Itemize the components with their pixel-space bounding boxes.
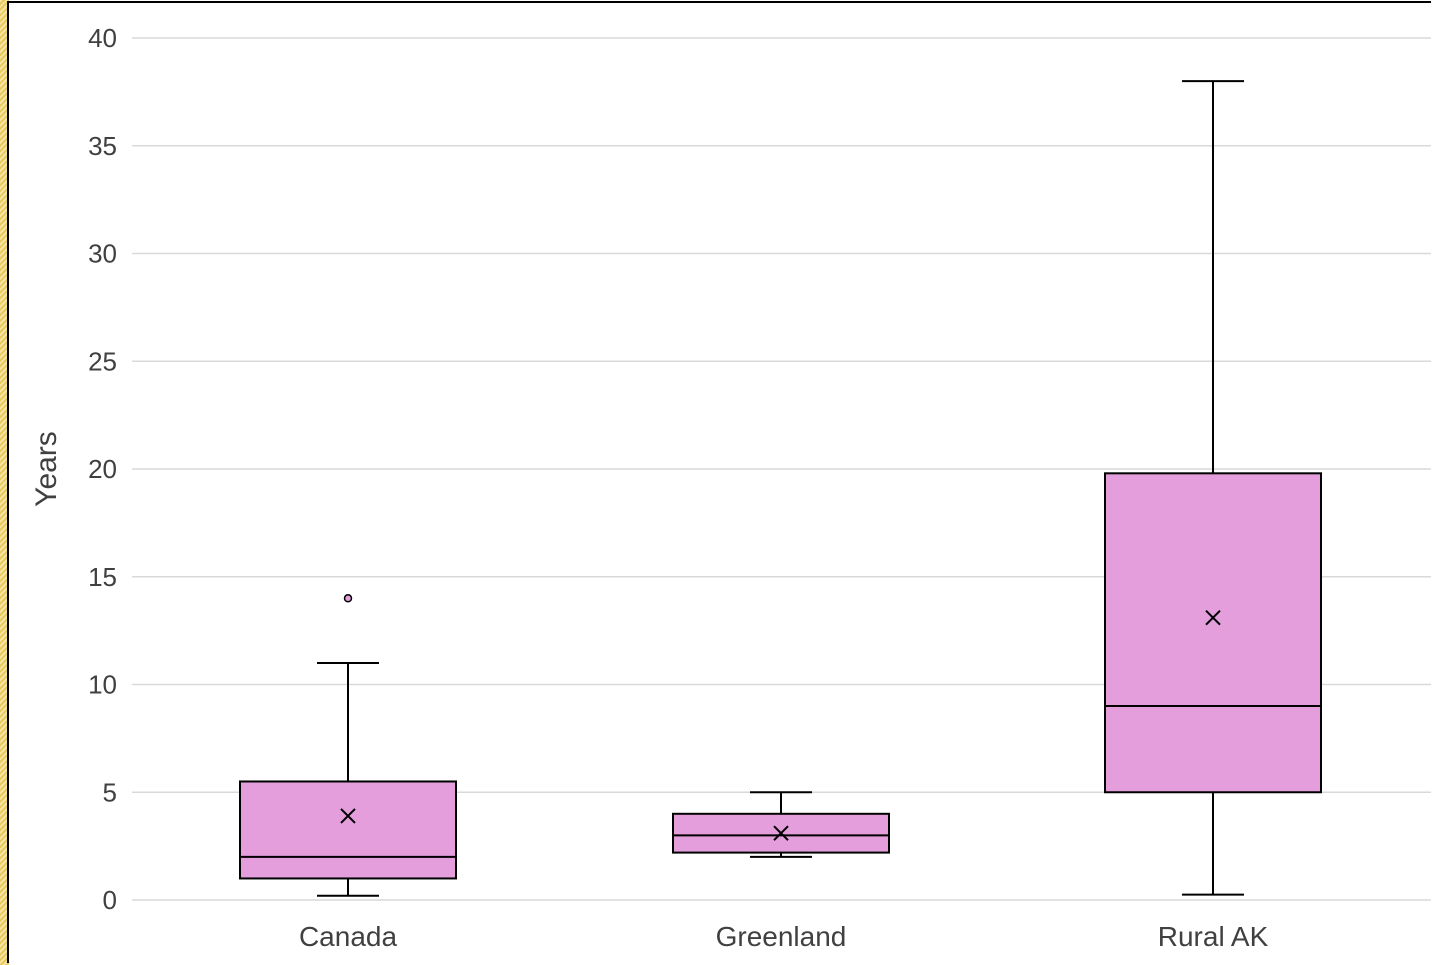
x-tick-label-canada: Canada [299,921,398,952]
mean-marker-rural-ak [1205,609,1221,626]
mean-marker-stroke-b [340,808,356,824]
box-canada [239,594,457,897]
mean-marker-stroke-b [773,825,789,841]
mean-marker-stroke-b [1205,609,1221,626]
y-tick-label-25: 25 [88,346,117,376]
mean-marker-greenland [773,825,789,841]
y-tick-label-10: 10 [88,670,117,700]
y-tick-label-30: 30 [88,239,117,269]
outlier-point-canada-0 [343,594,353,603]
y-tick-label-0: 0 [103,885,117,915]
y-axis-ticks: 0 5 10 15 20 25 30 35 40 [88,23,117,915]
y-tick-label-20: 20 [88,454,117,484]
y-tick-label-35: 35 [88,131,117,161]
box-greenland [672,791,890,858]
x-tick-label-rural-ak: Rural AK [1158,921,1269,952]
y-tick-label-40: 40 [88,23,117,53]
y-tick-label-5: 5 [103,777,117,807]
iqr-box-rural-ak [1104,472,1322,794]
y-axis-title: Years [30,431,63,507]
y-tick-label-15: 15 [88,562,117,592]
decorative-border-strip [0,0,9,965]
mean-marker-canada [340,808,356,824]
x-tick-label-greenland: Greenland [716,921,847,952]
iqr-box-canada [239,780,457,880]
x-axis-labels: Canada Greenland Rural AK [299,921,1269,952]
box-rural-ak [1104,80,1322,896]
box-series [239,80,1322,897]
